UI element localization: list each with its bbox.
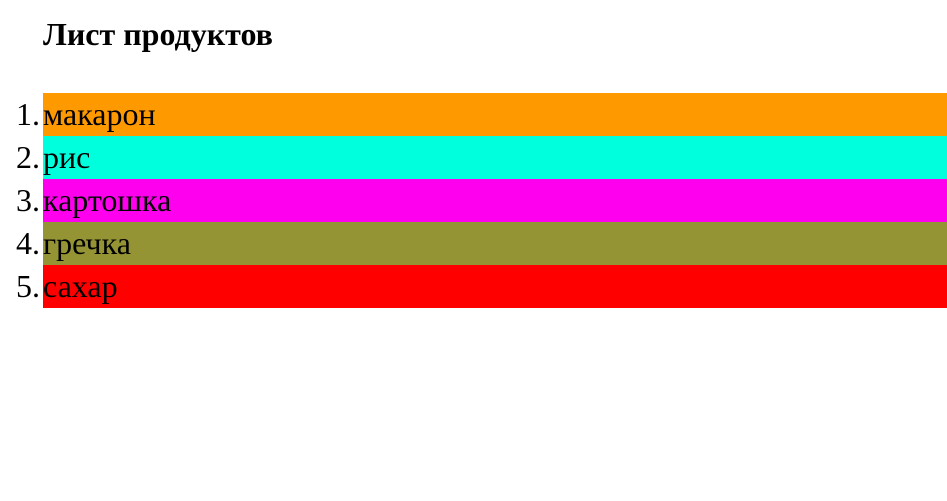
list-item-4: 5. сахар [16,265,947,308]
list-item-label: рис [43,139,91,175]
page-title: Лист продуктов [43,16,273,52]
list-item-number: 1. [16,96,40,132]
list-item-2: 3. картошка [16,179,947,222]
list-item-1: 2. рис [16,136,947,179]
list-item-3: 4. гречка [16,222,947,265]
product-list: 1. макарон 2. рис 3. картошка 4. гречка … [0,93,947,308]
list-item-label: макарон [43,96,156,132]
list-item-number: 2. [16,139,40,175]
list-item-number: 4. [16,225,40,261]
list-item-label: сахар [43,268,118,304]
list-item-label: картошка [43,182,172,218]
list-item-number: 3. [16,182,40,218]
list-item-number: 5. [16,268,40,304]
list-item-label: гречка [43,225,131,261]
list-item-0: 1. макарон [16,93,947,136]
